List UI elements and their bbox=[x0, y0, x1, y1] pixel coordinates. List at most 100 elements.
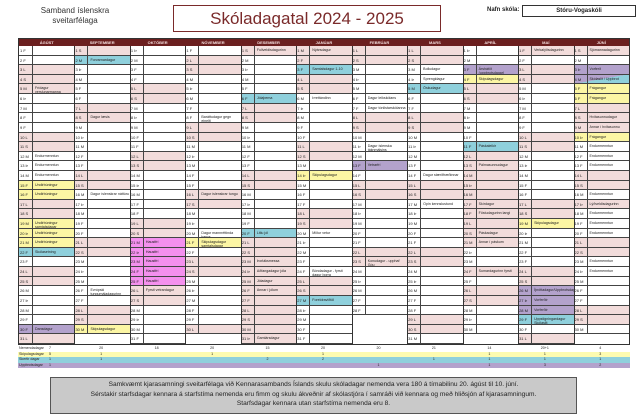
day-cell[interactable]: 21 M bbox=[518, 238, 574, 248]
day-cell[interactable]: 19 S bbox=[296, 219, 352, 229]
day-cell[interactable]: 9 M bbox=[240, 122, 297, 133]
day-cell[interactable]: 27 F bbox=[407, 295, 463, 306]
day-cell[interactable]: 13 M bbox=[296, 161, 352, 171]
day-cell[interactable]: 7 F bbox=[185, 103, 241, 114]
day-cell[interactable]: 1 M Nýársdagur bbox=[296, 46, 352, 56]
day-cell[interactable]: 29 S bbox=[240, 315, 297, 325]
day-cell[interactable]: 12 S bbox=[296, 151, 352, 162]
day-cell[interactable]: 9 L bbox=[185, 122, 241, 133]
day-cell[interactable]: 22 F bbox=[518, 247, 574, 258]
day-cell[interactable]: 4 S bbox=[518, 74, 574, 85]
day-cell[interactable]: 29 F bbox=[185, 315, 241, 325]
day-cell[interactable]: 25 M bbox=[185, 276, 241, 287]
day-cell[interactable]: 5 M Öskudagur bbox=[407, 84, 463, 95]
day-cell[interactable]: 23 M Haustfrí bbox=[129, 257, 186, 268]
day-cell[interactable]: 25 M bbox=[74, 276, 130, 287]
day-cell[interactable]: 2 S bbox=[351, 55, 408, 66]
day-cell[interactable]: 26 F Annar í jólum bbox=[240, 286, 297, 296]
day-cell[interactable]: 3 Þ bbox=[74, 65, 130, 75]
day-cell[interactable]: 22 S bbox=[573, 247, 629, 258]
day-cell[interactable]: 1 F bbox=[185, 46, 241, 56]
day-cell[interactable]: 22 M bbox=[296, 247, 352, 258]
day-cell[interactable]: 20 M Miður vetur bbox=[296, 228, 352, 239]
day-cell[interactable]: 30 M bbox=[462, 324, 519, 335]
day-cell[interactable]: 7 M bbox=[19, 103, 75, 114]
day-cell[interactable]: 20 S Páskadagur bbox=[462, 228, 519, 239]
day-cell[interactable]: 14 Þ Skipulagsdagur bbox=[296, 170, 352, 181]
day-cell[interactable]: 18 S bbox=[518, 209, 574, 220]
day-cell[interactable]: 19 F Endurmenntun bbox=[573, 219, 629, 229]
day-cell[interactable]: 28 F bbox=[407, 305, 463, 316]
day-cell[interactable]: 7 M bbox=[518, 103, 574, 114]
day-cell[interactable]: 16 M bbox=[462, 190, 519, 200]
day-cell[interactable]: 21 F bbox=[351, 238, 408, 248]
day-cell[interactable]: 16 L Dagur íslenskrar tungu bbox=[185, 190, 241, 200]
day-cell[interactable]: 16 M bbox=[240, 190, 297, 200]
day-cell[interactable]: 7 M bbox=[462, 103, 519, 114]
day-cell[interactable]: 24 F Haustfrí bbox=[129, 267, 186, 277]
day-cell[interactable]: 17 S bbox=[185, 199, 241, 210]
day-cell[interactable]: 27 M Foreldraviðtöl bbox=[296, 295, 352, 306]
day-cell[interactable]: 19 M bbox=[351, 219, 408, 229]
day-cell[interactable]: 10 Þ bbox=[240, 132, 297, 143]
day-cell[interactable]: 25 L bbox=[296, 276, 352, 287]
day-cell[interactable]: 30 F bbox=[296, 324, 352, 335]
day-cell[interactable]: 31 L bbox=[19, 334, 75, 344]
day-cell[interactable]: 5 Þ bbox=[185, 84, 241, 95]
day-cell[interactable]: 7 L bbox=[240, 103, 297, 114]
day-cell[interactable]: 10 L bbox=[518, 132, 574, 143]
day-cell[interactable]: 17 F bbox=[129, 199, 186, 210]
day-cell[interactable]: 26 Þ bbox=[185, 286, 241, 296]
day-cell[interactable]: 22 L bbox=[407, 247, 463, 258]
day-cell[interactable]: 28 M bbox=[129, 305, 186, 316]
day-cell[interactable]: 30 M bbox=[240, 324, 297, 335]
day-cell[interactable]: 29 S bbox=[573, 315, 629, 325]
day-cell[interactable]: 20 M Dagur mannréttinda barna bbox=[185, 228, 241, 239]
day-cell[interactable]: 9 S bbox=[351, 122, 408, 133]
day-cell[interactable]: 6 F Dagur leikskólans bbox=[351, 94, 408, 104]
day-cell[interactable]: 15 Þ bbox=[129, 180, 186, 191]
day-cell[interactable]: 27 M bbox=[185, 295, 241, 306]
day-cell[interactable]: 20 F Endurmenntun bbox=[573, 228, 629, 239]
day-cell[interactable]: 5 L bbox=[129, 84, 186, 95]
day-cell[interactable]: 7 F bbox=[407, 103, 463, 114]
day-cell[interactable]: 16 F bbox=[296, 190, 352, 200]
day-cell[interactable]: 27 F bbox=[74, 295, 130, 306]
day-cell[interactable]: 26 S bbox=[296, 286, 352, 296]
day-cell[interactable]: 9 F bbox=[518, 122, 574, 133]
day-cell[interactable]: 26 F bbox=[573, 286, 629, 296]
day-cell[interactable]: 23 F bbox=[518, 257, 574, 268]
day-cell[interactable]: 13 F Endurmenntun bbox=[573, 161, 629, 171]
day-cell[interactable]: 6 F Jólaþema bbox=[240, 94, 297, 104]
day-cell[interactable]: 11 M bbox=[74, 142, 130, 152]
day-cell[interactable]: 4 Þ Sprengidagur bbox=[407, 74, 463, 85]
day-cell[interactable]: 13 F bbox=[407, 161, 463, 171]
day-cell[interactable]: 18 S bbox=[19, 209, 75, 220]
day-cell[interactable]: 16 S bbox=[351, 190, 408, 200]
day-cell[interactable]: 21 M Undirbúningur bbox=[19, 238, 75, 248]
day-cell[interactable]: 24 S bbox=[185, 267, 241, 277]
day-cell[interactable]: 8 L bbox=[351, 113, 408, 123]
day-cell[interactable]: 12 M bbox=[518, 151, 574, 162]
day-cell[interactable]: 14 M bbox=[129, 170, 186, 181]
day-cell[interactable]: 18 F bbox=[129, 209, 186, 220]
day-cell[interactable]: 24 M bbox=[407, 267, 463, 277]
day-cell[interactable]: 17 M Opin kennslustund bbox=[407, 199, 463, 210]
day-cell[interactable]: 2 M bbox=[240, 55, 297, 66]
day-cell[interactable]: 27 S bbox=[129, 295, 186, 306]
day-cell[interactable]: 18 Þ bbox=[351, 209, 408, 220]
day-cell[interactable]: 31 F bbox=[129, 334, 186, 344]
day-cell[interactable]: 28 L bbox=[74, 305, 130, 316]
day-cell[interactable]: 24 Þ bbox=[74, 267, 130, 277]
day-cell[interactable]: 1 S Fullveldisdagurinn bbox=[240, 46, 297, 56]
day-cell[interactable]: 18 M Endurmenntun bbox=[573, 209, 629, 220]
day-cell[interactable]: 9 S bbox=[407, 122, 463, 133]
day-cell[interactable]: 29 Þ bbox=[129, 315, 186, 325]
day-cell[interactable]: 15 S bbox=[74, 180, 130, 191]
day-cell[interactable]: 12 F bbox=[74, 151, 130, 162]
day-cell[interactable]: 1 F Verkalýðsdagurinn bbox=[518, 46, 574, 56]
day-cell[interactable]: 27 F bbox=[351, 295, 408, 306]
day-cell[interactable]: 3 L bbox=[518, 65, 574, 75]
day-cell[interactable]: 31 M bbox=[407, 334, 463, 344]
